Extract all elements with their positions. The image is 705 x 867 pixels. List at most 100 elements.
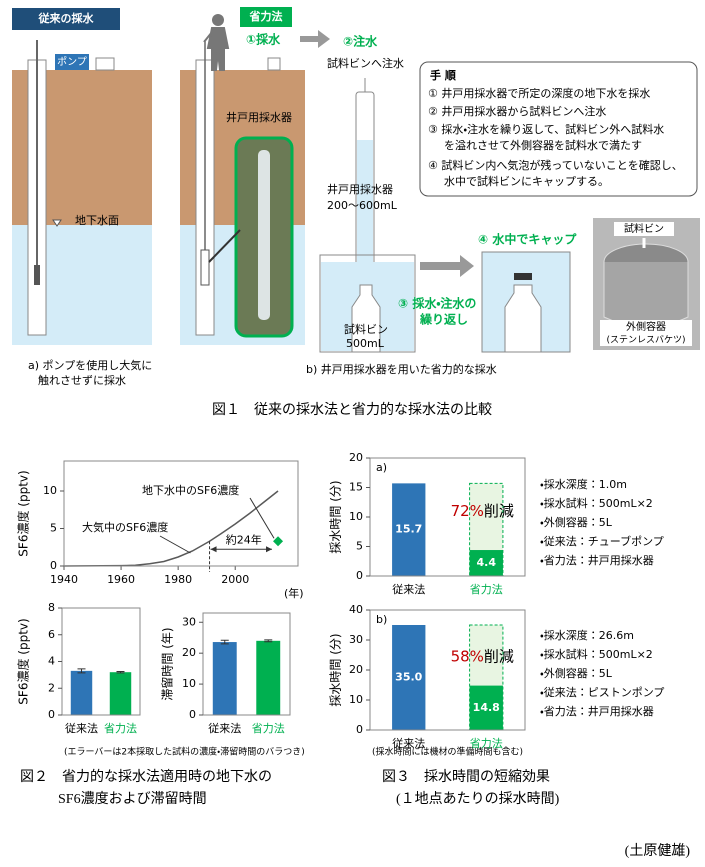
line	[63, 490, 279, 567]
bottle	[504, 284, 542, 353]
figure-caption: 図３ 採水時間の短縮効果	[382, 769, 550, 785]
photo-label: 試料ビン	[624, 222, 664, 235]
pointer	[159, 535, 191, 554]
panel-title: 従来の採水	[38, 11, 95, 25]
person	[212, 14, 224, 26]
x-axis-label: (年)	[284, 586, 304, 600]
error-bar	[77, 668, 86, 674]
y-tick-label: 4	[48, 655, 55, 668]
procedure-box	[419, 61, 698, 197]
reduction-label: 72%削減	[451, 502, 514, 520]
error-bar	[116, 671, 125, 674]
pump-head	[34, 265, 40, 285]
person	[203, 27, 230, 71]
condition: ・従来法：チューブポンプ	[540, 534, 664, 548]
pointer	[249, 497, 275, 539]
arrow	[420, 255, 474, 277]
y-tick-label: 15	[349, 481, 363, 494]
bar	[469, 550, 503, 576]
value-label: 4.4	[477, 556, 497, 569]
reduction-text: 削減	[484, 502, 514, 520]
bar	[469, 685, 503, 730]
panel-a: 従来の採水 ポンプ 地下水面 a) ポンプを使用し大気に 触れさせずに採水	[12, 8, 152, 387]
step-label: 繰り返し	[419, 312, 468, 327]
y-axis-label: 採水時間 (分)	[329, 480, 343, 553]
series-label: 地下水中のSF6濃度	[142, 483, 239, 497]
condition: ・採水試料：500mL×2	[540, 496, 653, 510]
sampler	[200, 249, 210, 286]
y-tick-label: 0	[50, 559, 57, 572]
y-tick-label: 20	[182, 646, 196, 659]
y-axis-label: SF6濃度 (pptv)	[17, 618, 31, 704]
y-tick-label: 5	[356, 540, 363, 553]
sampler-label: 井戸用採水器	[226, 110, 292, 124]
bottle	[351, 284, 381, 353]
caption-b: b) 井戸用採水器を用いた省力的な採水	[306, 362, 497, 376]
reduction-text: 削減	[484, 647, 514, 665]
error-bar	[264, 639, 273, 643]
y-axis-label: 採水時間 (分)	[329, 633, 343, 706]
water-table-label: 地下水面	[75, 214, 119, 227]
y-tick-label: 0	[356, 569, 363, 582]
value-label: 15.7	[395, 523, 422, 536]
x-tick-label: 1940	[50, 573, 78, 586]
figure-note: (採水時間には機材の準備時間も含む)	[372, 746, 523, 758]
y-axis-label: SF6濃度 (pptv)	[17, 470, 31, 556]
bar	[212, 642, 237, 715]
error-bar	[220, 639, 229, 645]
y-tick-label: 10	[349, 693, 363, 706]
procedure-step: ② 井戸用採水器から試料ビンへ注水	[428, 104, 606, 118]
step-label: ③ 採水・注水の	[398, 296, 476, 311]
interval-label: 約24年	[226, 532, 262, 546]
x-tick-label: 1980	[164, 573, 192, 586]
condition: ・従来法：ピストンポンプ	[540, 686, 664, 699]
panel-b: 省力法 ①採水 井戸用採水器 ②注水 試料ビンへ注水 井戸用採水器 200～60…	[180, 7, 700, 376]
procedure: 手 順 ① 井戸用採水器で所定の深度の地下水を採水 ② 井戸用採水器から試料ビン…	[419, 61, 698, 197]
y-tick-label: 20	[349, 451, 363, 464]
plot-frame	[202, 612, 291, 716]
y-tick-label: 0	[189, 708, 196, 721]
title-box	[12, 8, 120, 30]
y-tick-label: 2	[48, 681, 55, 694]
bottle-label: 500mL	[346, 337, 385, 350]
condition: ・採水深度：1.0m	[540, 477, 627, 491]
x-tick-label: 従来法	[65, 722, 98, 735]
step-label: ④ 水中でキャップ	[478, 232, 577, 247]
figure-caption: SF6濃度および滞留時間	[58, 791, 207, 807]
condition: ・省力法：井戸用採水器	[540, 553, 654, 567]
condition: ・外側容器：5L	[540, 667, 613, 680]
bottle-icon	[95, 57, 115, 71]
bottle-icon	[267, 57, 281, 71]
caption-a: 触れさせずに採水	[38, 373, 126, 387]
series-label: 大気中のSF6濃度	[82, 520, 168, 534]
x-tick-label: 省力法	[104, 721, 137, 735]
panel-title: 省力法	[249, 9, 283, 23]
value-label: 35.0	[395, 671, 422, 684]
label-bg	[600, 320, 692, 346]
procedure-title: 手 順	[430, 68, 457, 82]
sampler-volume: 200～600mL	[327, 199, 398, 212]
procedure-step: ③ 採水・注水を繰り返して、試料ビン外へ試料水	[428, 122, 664, 136]
y-tick-label: 0	[48, 708, 55, 721]
pointer	[208, 229, 241, 263]
y-tick-label: 8	[48, 601, 55, 614]
y-tick-label: 30	[349, 633, 363, 646]
figure-caption: 図２ 省力的な採水法適用時の地下水の	[20, 769, 272, 785]
step-label: ①採水	[246, 32, 281, 47]
y-tick-label: 10	[43, 484, 57, 497]
value-label: 14.8	[473, 701, 500, 714]
x-tick-label: 省力法	[252, 721, 285, 735]
arrow	[300, 30, 330, 48]
y-tick-label: 6	[48, 628, 55, 641]
y-axis-label: 滞留時間 (年)	[160, 627, 175, 700]
figure-caption: 図１ 従来の採水法と省力的な採水法の比較	[212, 402, 492, 418]
procedure-step: ① 井戸用採水器で所定の深度の地下水を採水	[428, 86, 650, 100]
bottle-label: 試料ビン	[344, 322, 388, 336]
y-tick-label: 0	[356, 723, 363, 736]
pump-box	[55, 54, 89, 70]
figure-caption: (１地点あたりの採水時間)	[396, 791, 560, 807]
x-tick-label: 従来法	[208, 722, 241, 735]
y-tick-label: 20	[349, 663, 363, 676]
x-tick-label: 1960	[107, 573, 135, 586]
bar	[70, 670, 93, 715]
